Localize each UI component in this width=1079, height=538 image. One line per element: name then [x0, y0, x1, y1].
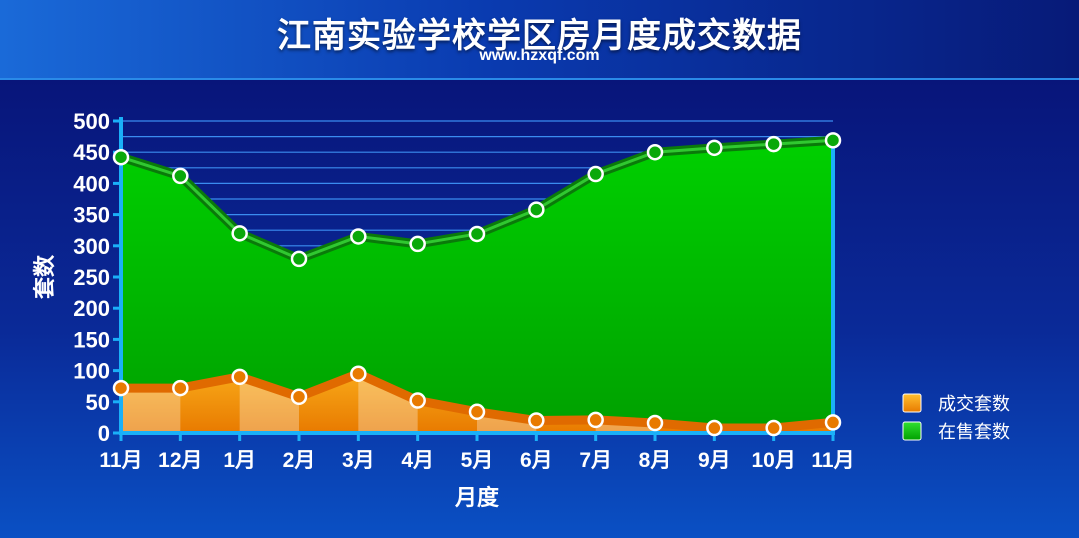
in-stock-point	[646, 143, 664, 161]
data-points	[112, 132, 842, 437]
chart-title: 江南实验学校学区房月度成交数据	[277, 16, 802, 56]
y-tick-label: 350	[73, 203, 110, 228]
y-tick-label: 250	[73, 265, 110, 290]
in-stock-point	[350, 228, 367, 245]
in-stock-point	[706, 139, 723, 157]
in-stock-area	[121, 140, 833, 433]
in-stock-point	[587, 165, 604, 183]
x-tick-label: 1月	[223, 449, 256, 472]
x-tick-label: 12月	[158, 449, 202, 472]
y-axis-title: 套数	[32, 254, 58, 299]
sold-point	[231, 368, 248, 386]
y-tick-label: 300	[73, 234, 110, 259]
in-stock-point	[824, 132, 842, 149]
in-stock-point	[409, 235, 426, 253]
sold-point	[587, 411, 604, 429]
legend-swatch	[902, 421, 922, 441]
sold-point	[765, 419, 782, 437]
x-axis-title: 月度	[454, 485, 500, 511]
sold-point	[409, 392, 426, 409]
x-tick-label: 10月	[751, 449, 795, 472]
x-tick-label: 11月	[99, 449, 142, 472]
sold-point	[172, 379, 189, 397]
legend-swatch	[902, 393, 922, 413]
sold-point	[290, 388, 308, 406]
y-tick-label: 150	[73, 327, 110, 352]
sold-point	[112, 379, 130, 397]
in-stock-point	[231, 225, 248, 242]
y-tick-label: 400	[73, 171, 110, 196]
x-tick-label: 9月	[698, 449, 731, 472]
y-tick-label: 100	[73, 359, 110, 384]
legend-label: 成交套数	[938, 394, 1010, 415]
in-stock-point	[528, 201, 545, 218]
x-tick-label: 11月	[811, 449, 854, 472]
x-tick-label: 5月	[461, 449, 494, 472]
x-tick-label: 8月	[639, 449, 672, 472]
x-tick-label: 3月	[342, 449, 375, 472]
y-tick-label: 50	[86, 390, 110, 415]
sold-point	[706, 419, 723, 437]
y-tick-label: 450	[73, 140, 110, 165]
sold-point	[824, 414, 842, 431]
sold-point	[528, 412, 545, 429]
y-tick-label: 500	[73, 109, 110, 134]
x-tick-label: 4月	[401, 449, 434, 472]
in-stock-point	[290, 250, 308, 268]
header-banner: 江南实验学校学区房月度成交数据 www.hzxqf.com	[0, 0, 1079, 80]
sold-point	[350, 365, 367, 382]
in-stock-point	[112, 148, 130, 166]
y-tick-label: 200	[73, 296, 110, 321]
sold-point	[646, 414, 664, 432]
sold-area-band	[239, 376, 299, 433]
sold-point	[468, 403, 486, 421]
x-tick-label: 2月	[283, 449, 316, 472]
sold-area-band	[358, 373, 418, 433]
x-tick-label: 6月	[520, 449, 553, 472]
chart-subtitle: www.hzxqf.com	[479, 47, 600, 64]
sold-area-band	[121, 388, 181, 433]
in-stock-point	[765, 135, 782, 153]
area-fills	[121, 140, 833, 433]
legend-label: 在售套数	[938, 422, 1010, 443]
in-stock-point	[172, 167, 189, 185]
y-tick-label: 0	[98, 421, 110, 446]
sold-area	[121, 373, 833, 433]
in-stock-point	[468, 225, 486, 243]
x-tick-label: 7月	[579, 449, 612, 472]
